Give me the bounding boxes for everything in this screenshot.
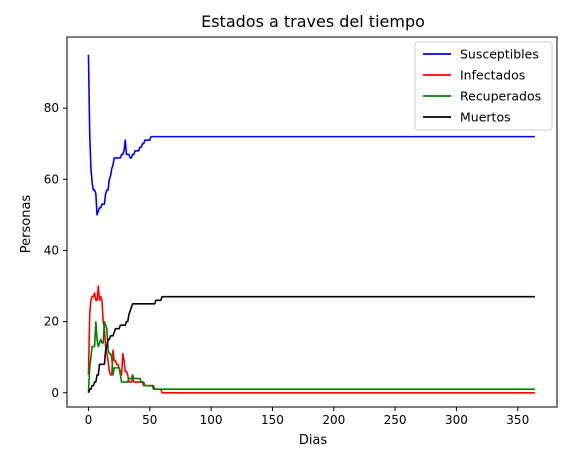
series-line-susceptibles: [87, 54, 535, 216]
plot-frame: [66, 36, 558, 408]
y-tick-label: 60: [44, 172, 59, 186]
legend-label: Muertos: [460, 110, 511, 125]
x-tick-label: 350: [506, 413, 529, 427]
x-tick-label: 300: [445, 413, 468, 427]
y-tick-label: 20: [44, 315, 59, 329]
x-tick-label: 100: [200, 413, 223, 427]
y-tick-label: 40: [44, 243, 59, 257]
y-tick-label: 80: [44, 101, 59, 115]
legend-label: Infectados: [460, 68, 525, 83]
x-tick-label: 200: [322, 413, 345, 427]
legend-box: [414, 41, 553, 131]
x-tick-label: 0: [85, 413, 93, 427]
legend-label: Susceptibles: [460, 47, 539, 62]
series-line-recuperados: [87, 320, 535, 393]
x-axis-label: Dias: [299, 433, 328, 448]
y-axis-label: Personas: [19, 195, 34, 254]
y-tick-label: 0: [51, 386, 59, 400]
x-tick-label: 150: [261, 413, 284, 427]
y-axis: 0 20 40 60 80: [44, 101, 67, 400]
x-axis: 0 50 100 150 200 250 300 350: [85, 407, 529, 427]
chart-title: Estados a traves del tiempo: [201, 12, 425, 31]
series-line-muertos: [87, 295, 535, 394]
x-tick-label: 250: [384, 413, 407, 427]
series-group: [87, 54, 535, 394]
x-tick-label: 50: [142, 413, 157, 427]
series-line-infectados: [87, 285, 535, 394]
legend-label: Recuperados: [460, 89, 541, 104]
legend: Susceptibles Infectados Recuperados Muertos: [414, 41, 553, 131]
